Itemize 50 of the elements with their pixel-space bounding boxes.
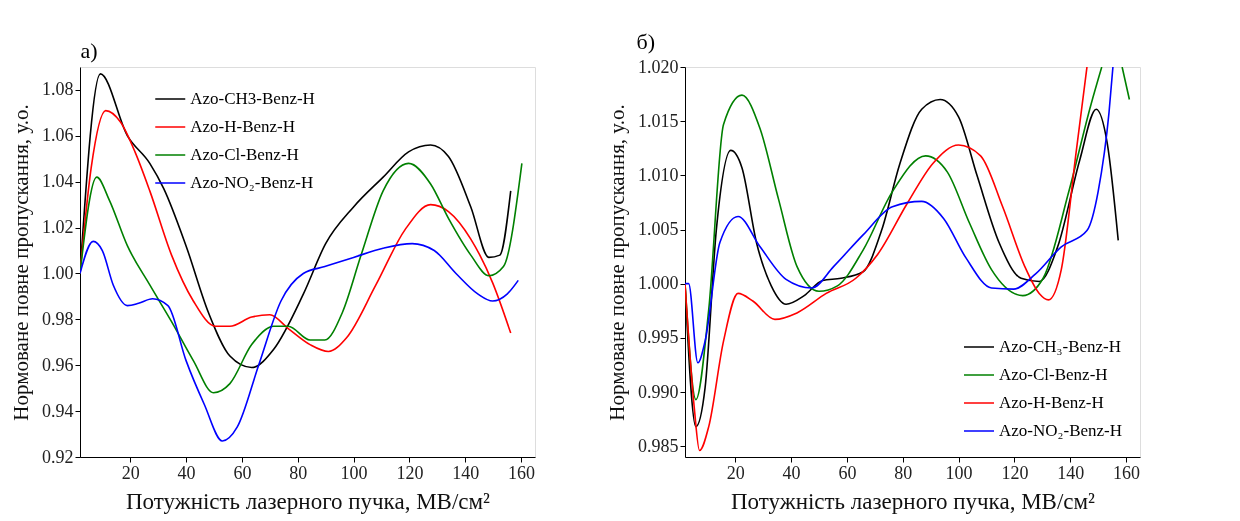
line-series: [80, 240, 520, 442]
x-tick-label: 40: [782, 462, 801, 483]
y-tick-label: 0.985: [638, 435, 679, 456]
x-axis-title: Потужність лазерного пучка, МВ/см²: [126, 488, 491, 514]
chart-title: a): [80, 38, 98, 63]
x-tick-label: 40: [177, 462, 196, 483]
y-tick-label: 0.98: [42, 308, 74, 329]
legend-label: Azo-NO₂-Benz-H: [999, 421, 1122, 440]
y-tick-label: 1.00: [42, 262, 74, 283]
x-tick-label: 160: [508, 462, 536, 483]
y-tick-label: 1.06: [42, 125, 74, 146]
y-tick-label: 0.96: [42, 354, 74, 375]
y-tick-label: 1.02: [42, 217, 74, 238]
x-tick-label: 140: [1057, 462, 1085, 483]
y-tick-label: 0.92: [42, 446, 74, 467]
x-tick-label: 80: [894, 462, 913, 483]
legend-label: Azo-CH3-Benz-H: [190, 89, 315, 108]
y-axis-title: Нормоване повне пропускання, у.о.: [605, 104, 629, 421]
y-tick-label: 0.990: [638, 381, 679, 402]
y-axis-title: Нормоване повне пропускання, у.о.: [9, 104, 33, 421]
x-tick-label: 20: [726, 462, 745, 483]
x-tick-label: 20: [121, 462, 140, 483]
chart-title: б): [636, 29, 656, 54]
line-series: [80, 162, 523, 394]
y-tick-label: 1.08: [42, 79, 74, 100]
x-tick-label: 80: [289, 462, 308, 483]
y-tick-label: 1.010: [638, 164, 679, 185]
y-tick-label: 1.015: [638, 110, 679, 131]
legend-label: Azo-H-Benz-H: [999, 393, 1104, 412]
legend-label: Azo-Cl-Benz-H: [190, 145, 299, 164]
y-tick-label: 0.94: [42, 400, 74, 421]
x-tick-label: 60: [838, 462, 857, 483]
y-tick-label: 1.005: [638, 219, 679, 239]
legend-label: Azo-Cl-Benz-H: [999, 365, 1108, 384]
x-tick-label: 140: [452, 462, 480, 483]
line-series: [80, 109, 512, 353]
y-tick-label: 1.04: [42, 171, 74, 192]
y-tick-label: 0.995: [638, 327, 679, 348]
x-tick-label: 120: [1001, 462, 1029, 483]
x-tick-label: 100: [340, 462, 368, 483]
legend-label: Azo-CH₃-Benz-H: [999, 337, 1122, 356]
legend-label: Azo-NO₂-Benz-H: [190, 173, 314, 192]
x-tick-label: 60: [233, 462, 252, 483]
x-axis-title: Потужність лазерного пучка, МВ/см²: [731, 488, 1096, 514]
y-tick-label: 1.020: [638, 56, 679, 77]
y-tick-label: 1.000: [638, 273, 679, 294]
x-tick-label: 100: [945, 462, 973, 483]
legend-label: Azo-H-Benz-H: [190, 117, 296, 136]
x-tick-label: 120: [396, 462, 424, 483]
x-tick-label: 160: [1113, 462, 1141, 483]
